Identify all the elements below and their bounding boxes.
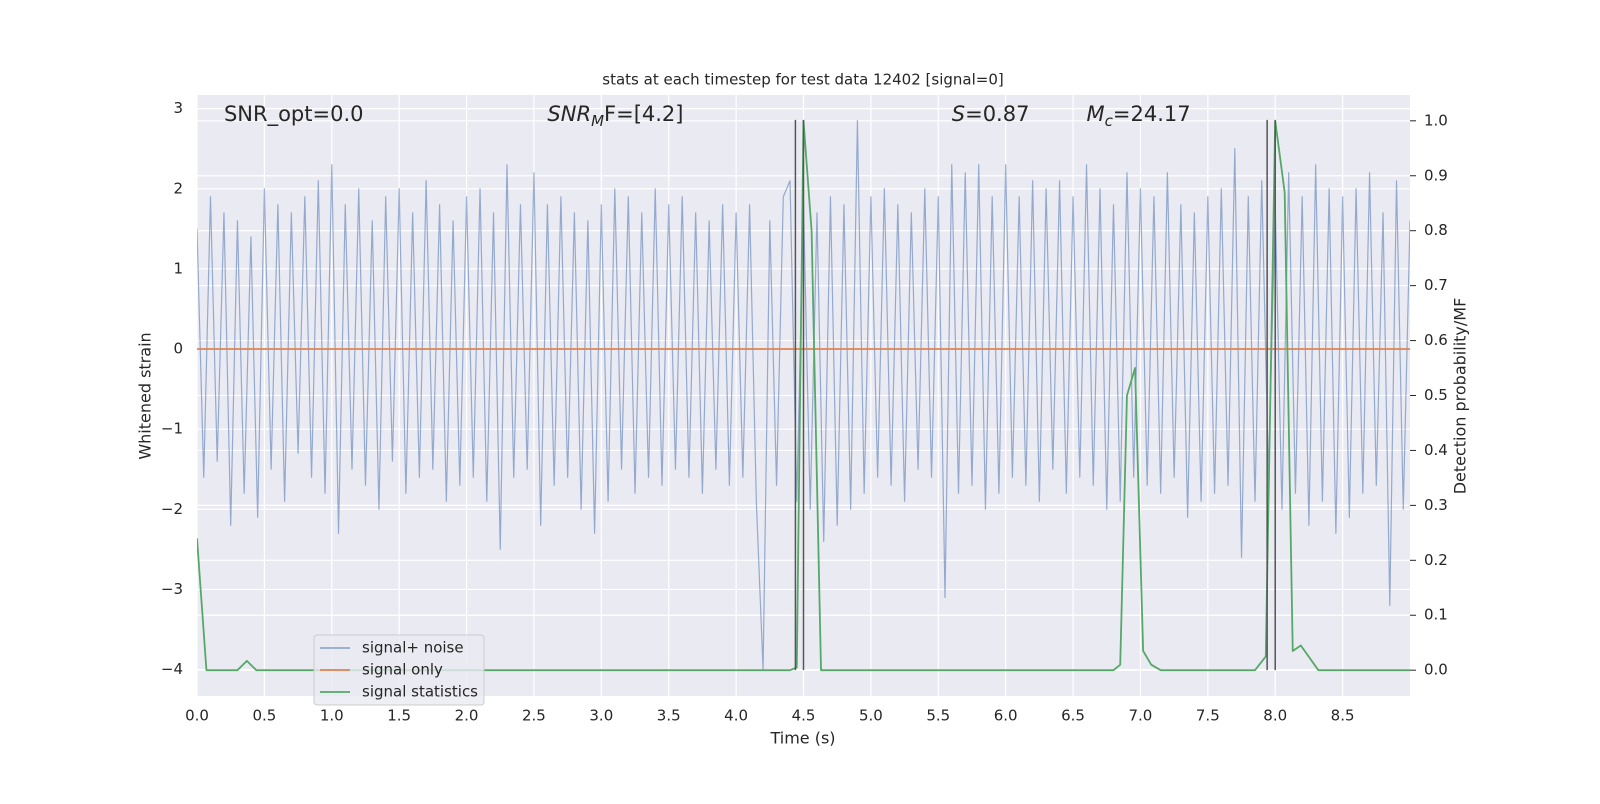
y-axis-label: Whitened strain [136,332,155,459]
x-tick-label: 0.5 [252,707,276,725]
y-tick-label: 2 [173,179,183,197]
chart-title: stats at each timestep for test data 124… [602,71,1003,89]
y-tick-label: −4 [161,660,183,678]
y2-tick-label: 0.9 [1424,166,1448,184]
y-tick-label: 0 [173,340,183,358]
x-tick-label: 4.5 [792,707,816,725]
x-tick-label: 6.5 [1061,707,1085,725]
x-tick-label: 1.5 [387,707,411,725]
y-tick-label: −2 [161,500,183,518]
x-axis-label: Time (s) [769,729,835,748]
annotation: SNRMF=[4.2] [547,102,683,130]
annotation-part: F=[4.2] [604,102,683,126]
legend-label: signal only [362,661,443,679]
x-tick-label: 3.5 [657,707,681,725]
x-tick-label: 7.0 [1129,707,1153,725]
x-tick-label: 5.0 [859,707,883,725]
y2-axis-label: Detection probability/MF [1451,298,1470,495]
annotation-part: =24.17 [1113,102,1191,126]
annotation-part: =0.87 [965,102,1029,126]
annotation-part: S [952,102,965,126]
y2-tick-label: 0.8 [1424,221,1448,239]
y2-tick-label: 0.3 [1424,496,1448,514]
x-tick-label: 2.5 [522,707,546,725]
series-line [197,119,1410,672]
x-tick-label: 4.0 [724,707,748,725]
annotation-part: SNR [547,102,591,126]
x-tick-label: 7.5 [1196,707,1220,725]
legend-label: signal+ noise [362,639,464,657]
y2-tick-label: 0.5 [1424,386,1448,404]
y2-tick-label: 0.7 [1424,276,1448,294]
annotation-part: c [1105,112,1114,130]
legend: signal+ noise signal only signal statistic… [313,634,485,706]
x-tick-label: 8.0 [1263,707,1287,725]
legend-box [313,634,485,706]
x-tick-label: 3.0 [589,707,613,725]
y2-tick-label: 1.0 [1424,111,1448,129]
annotation-part: M [591,112,604,130]
x-tick-label: 5.5 [926,707,950,725]
x-tick-label: 8.5 [1331,707,1355,725]
annotation: S=0.87 [952,102,1030,126]
y2-tick-label: 0.2 [1424,551,1448,569]
y-tick-label: −3 [161,580,183,598]
legend-label: signal statistics [362,683,478,701]
y-tick-label: −1 [161,420,183,438]
y2-tick-label: 0.6 [1424,331,1448,349]
annotation: SNR_opt=0.0 [224,102,364,127]
y-tick-label: 1 [173,259,183,277]
annotation-part: M [1087,102,1105,126]
x-tick-label: 6.0 [994,707,1018,725]
y2-tick-label: 0.0 [1424,661,1448,679]
annotation-part: SNR_opt=0.0 [224,102,364,127]
y2-tick-label: 0.4 [1424,441,1448,459]
y-tick-label: 3 [173,99,183,117]
x-tick-label: 2.0 [455,707,479,725]
x-tick-label: 1.0 [320,707,344,725]
annotation: Mc=24.17 [1087,102,1191,130]
x-tick-label: 0.0 [185,707,209,725]
y2-tick-label: 0.1 [1424,606,1448,624]
